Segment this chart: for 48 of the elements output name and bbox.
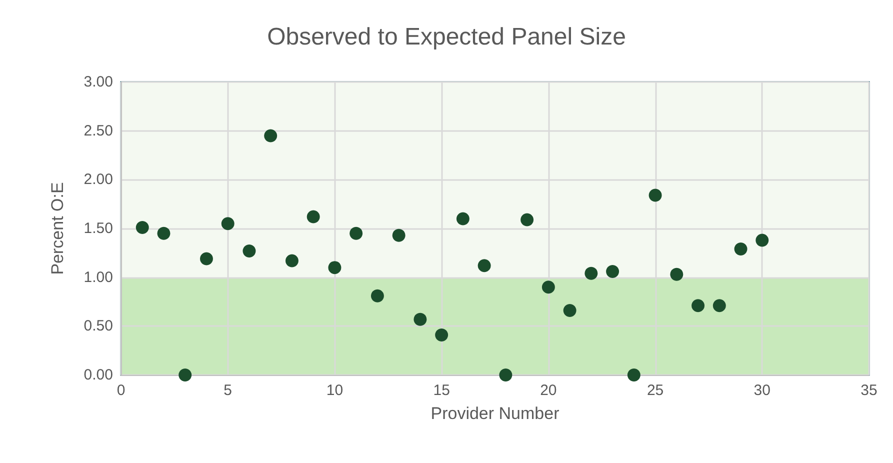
x-axis-title: Provider Number xyxy=(430,404,560,423)
point xyxy=(648,188,662,202)
point xyxy=(627,368,640,382)
point xyxy=(264,129,278,142)
x-tick-label: 10 xyxy=(326,382,344,399)
x-tick-label: 20 xyxy=(540,382,557,399)
point xyxy=(563,304,576,318)
point xyxy=(157,226,170,240)
point xyxy=(136,221,149,234)
y-tick-label: 0.50 xyxy=(84,318,113,335)
x-tick-label: 5 xyxy=(224,382,232,399)
x-tick-label: 0 xyxy=(116,382,126,399)
point xyxy=(221,217,234,230)
point xyxy=(200,252,213,266)
y-tick-label: 2.50 xyxy=(84,122,113,140)
point xyxy=(178,368,192,382)
point xyxy=(328,261,342,274)
y-tick-label: 2.00 xyxy=(84,171,113,188)
point xyxy=(520,213,534,226)
y-tick-label: 1.00 xyxy=(84,268,113,286)
chart-title: Observed to Expected Panel Size xyxy=(267,24,626,50)
y-tick-label: 0.00 xyxy=(84,366,113,384)
y-axis-title: Percent O:E xyxy=(48,182,67,275)
point xyxy=(370,289,384,302)
point xyxy=(242,244,256,258)
y-tick-label: 3.00 xyxy=(84,74,113,90)
point xyxy=(606,264,620,278)
x-tick-label: 25 xyxy=(646,382,664,399)
point xyxy=(542,280,555,294)
point xyxy=(499,368,512,382)
x-tick-label: 30 xyxy=(754,382,770,399)
point xyxy=(756,234,769,247)
x-tick-label: 15 xyxy=(433,382,450,399)
point xyxy=(734,242,748,256)
point xyxy=(712,299,726,312)
y-tick-label: 1.50 xyxy=(84,220,113,237)
point xyxy=(285,254,298,268)
point xyxy=(478,259,491,272)
point xyxy=(350,226,363,240)
point xyxy=(414,312,427,326)
point xyxy=(306,210,320,224)
point xyxy=(456,212,470,226)
x-tick-label: 35 xyxy=(860,382,878,399)
point xyxy=(692,299,705,312)
point xyxy=(670,268,684,281)
point xyxy=(392,228,406,242)
point xyxy=(584,266,598,280)
point xyxy=(435,328,448,342)
